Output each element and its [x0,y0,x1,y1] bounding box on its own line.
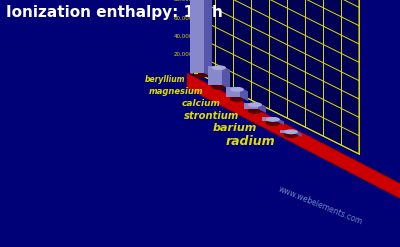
Ellipse shape [230,97,244,102]
Polygon shape [280,130,294,133]
Polygon shape [222,66,230,89]
Polygon shape [187,73,400,229]
Ellipse shape [230,87,244,92]
Text: 20,000: 20,000 [174,52,193,57]
Text: 40,000: 40,000 [174,34,193,39]
Polygon shape [262,117,276,121]
Text: 80,000: 80,000 [174,0,193,2]
Text: radium: radium [225,135,275,148]
Polygon shape [190,0,204,73]
Polygon shape [197,0,359,154]
Polygon shape [208,66,222,85]
Ellipse shape [284,133,298,137]
Text: Ionization enthalpy: 11th: Ionization enthalpy: 11th [6,5,223,20]
Polygon shape [204,0,212,77]
Text: 0: 0 [190,70,193,76]
Text: calcium: calcium [182,99,221,108]
Polygon shape [240,87,248,101]
Ellipse shape [212,84,226,89]
Text: strontium: strontium [184,111,239,121]
Polygon shape [226,87,240,97]
Text: www.webelements.com: www.webelements.com [276,185,364,227]
Polygon shape [244,103,258,109]
Ellipse shape [284,129,298,134]
Ellipse shape [212,65,226,70]
Ellipse shape [194,73,208,78]
Text: barium: barium [213,123,257,133]
Text: beryllium: beryllium [144,75,185,84]
Polygon shape [258,103,266,113]
Ellipse shape [248,102,262,107]
Ellipse shape [266,121,280,125]
Text: magnesium: magnesium [148,87,203,96]
Text: 60,000: 60,000 [174,16,193,21]
Ellipse shape [266,117,280,122]
Polygon shape [294,130,302,137]
Ellipse shape [248,108,262,113]
Polygon shape [276,117,284,125]
